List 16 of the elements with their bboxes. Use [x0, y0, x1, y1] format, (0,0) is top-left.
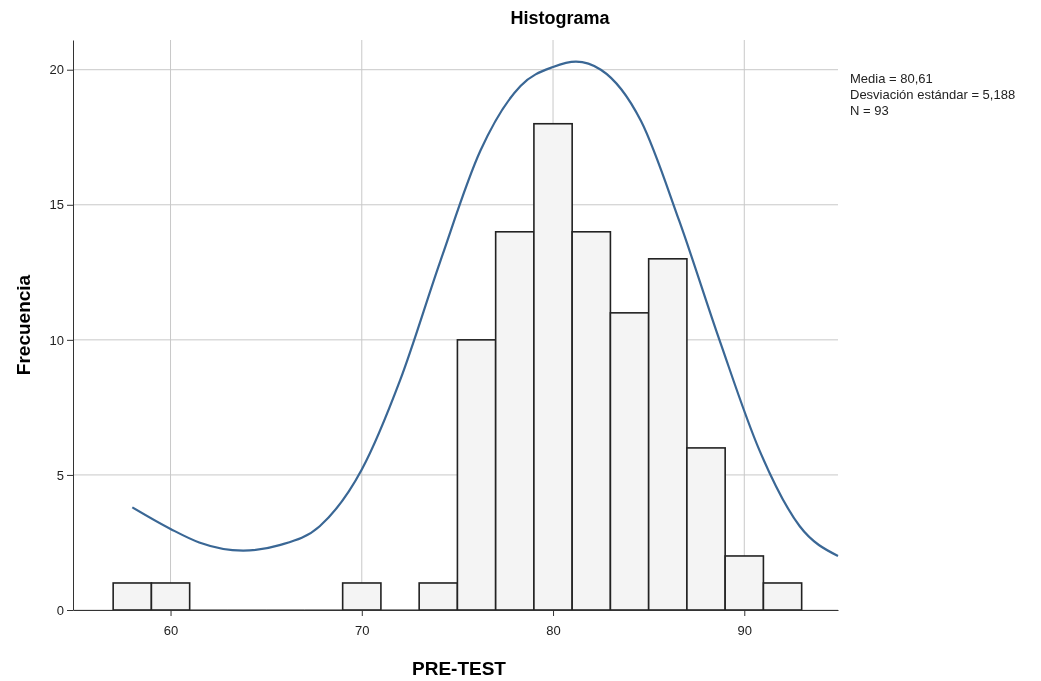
- text: Desviación estándar = 5,188: [850, 87, 1016, 102]
- y-tick-label: 0: [56, 602, 64, 618]
- x-tick-label: 60: [163, 622, 179, 638]
- chart-title: Histograma: [510, 8, 611, 28]
- y-axis-title: Frecuencia: [13, 274, 34, 376]
- line-series: [131, 60, 840, 558]
- x-tick-label: 90: [737, 622, 753, 638]
- y-tick-label: 20: [49, 62, 64, 78]
- y-tick-label: 5: [56, 467, 64, 483]
- text: Media = 80,61: [850, 71, 933, 86]
- y-tick-label: 10: [49, 332, 64, 348]
- x-tick-label: 80: [546, 622, 561, 638]
- text: N = 93: [850, 103, 889, 118]
- x-axis-title: PRE-TEST: [412, 658, 507, 679]
- y-tick-label: 15: [49, 197, 64, 213]
- x-tick-label: 70: [355, 622, 370, 638]
